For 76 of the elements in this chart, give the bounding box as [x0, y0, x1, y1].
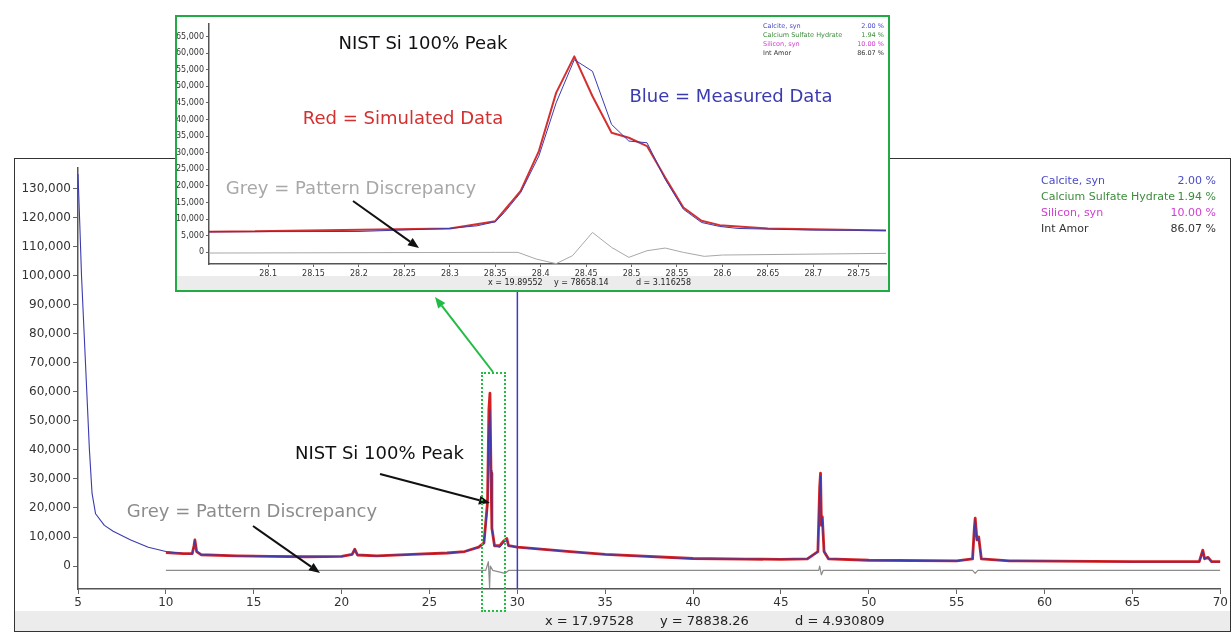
x-tick-label: 28.2 [350, 268, 368, 278]
x-tick-label: 45 [773, 595, 789, 610]
y-tick-label: 35,000 [176, 131, 204, 141]
y-tick-label: 0 [198, 247, 204, 257]
x-tick-label: 28.45 [574, 268, 598, 278]
annotation: d = 3.116258 [636, 277, 692, 288]
y-tick-label: 65,000 [176, 31, 204, 41]
x-tick-label: 28.1 [259, 268, 277, 278]
annotation: y = 78658.14 [554, 277, 609, 288]
x-tick-label: 20 [333, 595, 350, 610]
x-tick-label: 28.75 [847, 268, 871, 278]
y-tick-label: 0 [63, 558, 71, 573]
y-tick-label: 50,000 [176, 81, 204, 91]
annotation: Calcite, syn [1041, 173, 1105, 188]
annotation: 1.94 % [1177, 189, 1216, 204]
annotation: Silicon, syn [1041, 205, 1104, 220]
text: x = 17.97528 [545, 612, 634, 629]
text: NIST Si 100% Peak [338, 32, 508, 54]
y-tick-label: 130,000 [21, 180, 71, 195]
x-tick-label: 28.5 [622, 268, 641, 278]
y-tick-label: 90,000 [29, 296, 71, 311]
x-tick-label: 10 [158, 595, 174, 610]
x-tick-label: 15 [246, 595, 262, 610]
x-tick-label: 70 [1212, 595, 1229, 610]
x-tick-label: 30 [509, 595, 526, 610]
text: y = 78838.26 [660, 612, 749, 629]
y-tick-label: 10,000 [176, 214, 204, 224]
y-tick-label: 30,000 [29, 471, 71, 486]
y-tick-label: 45,000 [176, 97, 204, 107]
annotation: x = 19.89552 [488, 277, 543, 288]
x-tick-label: 5 [74, 595, 82, 610]
y-tick-label: 10,000 [29, 529, 71, 544]
y-tick-label: 60,000 [29, 383, 71, 398]
y-tick-label: 30,000 [176, 147, 204, 157]
x-tick-label: 25 [421, 595, 438, 610]
x-tick-label: 28.4 [531, 268, 550, 278]
y-tick-label: 25,000 [176, 164, 204, 174]
text: Red = Simulated Data [302, 107, 504, 129]
y-tick-label: 80,000 [29, 325, 71, 340]
y-tick-label: 100,000 [21, 267, 71, 282]
series-label: Blue = Measured Data [629, 85, 833, 107]
annotation: 86.07 % [1170, 221, 1216, 236]
x-tick-label: 35 [597, 595, 613, 610]
y-tick-label: 70,000 [29, 354, 71, 369]
x-tick-label: 28.6 [713, 268, 732, 278]
x-tick-label: 50 [861, 595, 877, 610]
y-tick-label: 110,000 [21, 238, 71, 253]
y-tick-label: 15,000 [176, 197, 204, 207]
x-tick-label: 55 [949, 595, 965, 610]
annotation: Calcium Sulfate Hydrate [1041, 189, 1176, 204]
y-tick-label: 40,000 [29, 442, 71, 457]
y-tick-label: 120,000 [21, 209, 71, 224]
x-tick-label: 28.25 [392, 268, 416, 278]
x-tick-label: 28.35 [483, 268, 507, 278]
y-tick-label: 40,000 [176, 114, 204, 124]
text: d = 4.930809 [795, 612, 885, 629]
x-tick-label: 28.15 [302, 268, 325, 278]
text: Grey = Pattern Discrepancy [126, 500, 378, 522]
y-tick-label: 20,000 [176, 181, 204, 190]
x-tick-label: 60 [1036, 595, 1053, 610]
x-tick-label: 40 [685, 595, 701, 610]
annotation: NIST Si 100% Peak [294, 442, 464, 464]
annotation: Int Amor [1041, 221, 1089, 236]
annotation: 10.00 % [1170, 205, 1216, 220]
x-tick-label: 65 [1124, 595, 1141, 610]
annotation: 2.00 % [1177, 173, 1216, 188]
x-tick-label: 28.55 [665, 268, 689, 278]
y-tick-label: 60,000 [176, 48, 204, 58]
x-tick-label: 28.65 [756, 268, 780, 278]
x-tick-label: 28.7 [804, 268, 823, 278]
y-tick-label: 20,000 [29, 500, 71, 515]
x-tick-label: 28.3 [440, 268, 459, 278]
y-tick-label: 50,000 [29, 412, 71, 427]
y-tick-label: 5,000 [181, 230, 204, 240]
y-tick-label: 55,000 [176, 64, 204, 74]
text: Grey = Pattern Discrepancy [225, 177, 477, 199]
